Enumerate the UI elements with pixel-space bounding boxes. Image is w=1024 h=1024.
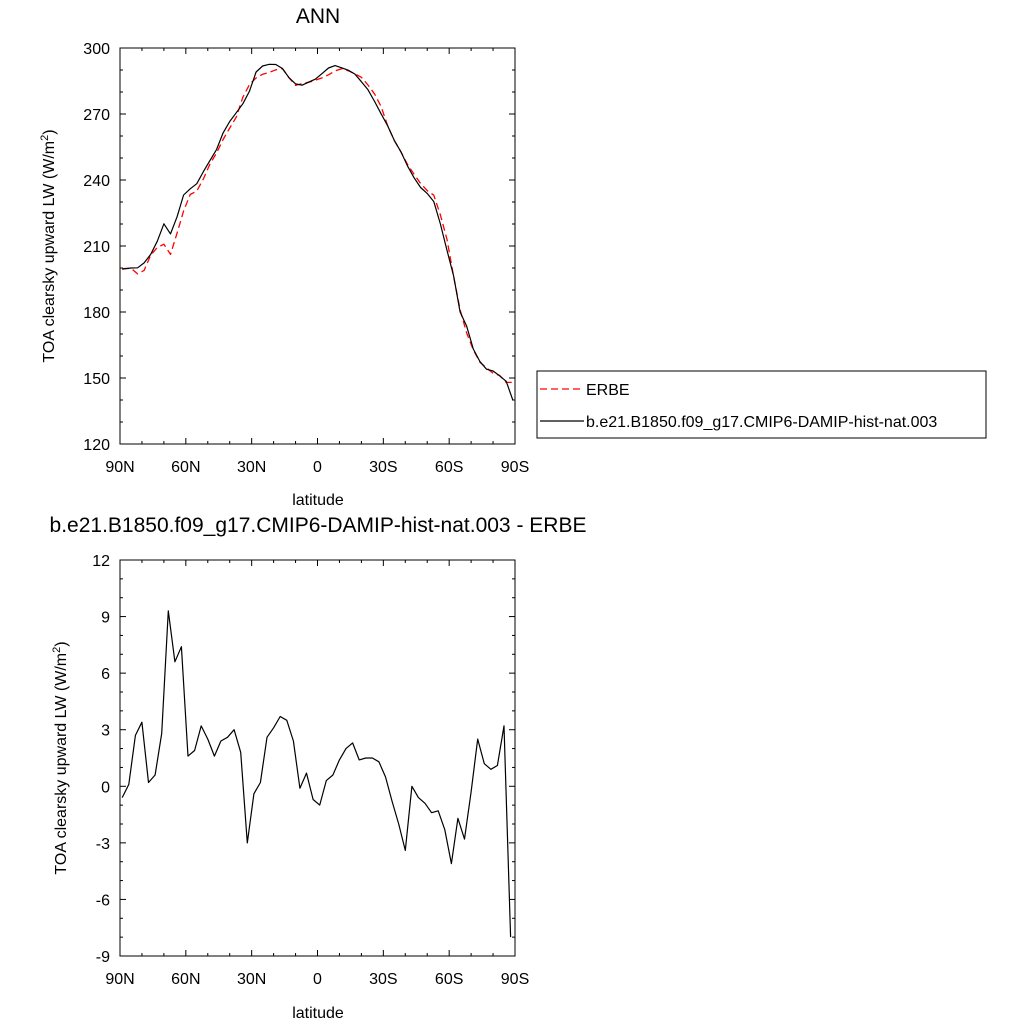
y-tick-label: 12 — [92, 553, 110, 570]
panel-bottom-x-axis-label: latitude — [292, 1005, 344, 1022]
y-tick-label: 3 — [101, 723, 110, 740]
x-tick-label: 60N — [171, 971, 200, 988]
panel-bottom-lines — [121, 610, 512, 938]
legend-label-erbe: ERBE — [586, 382, 630, 399]
y-tick-label: 300 — [83, 41, 110, 58]
x-tick-label: 90S — [501, 459, 529, 476]
panel-top-title: ANN — [296, 5, 340, 28]
panel-bottom-title: b.e21.B1850.f09_g17.CMIP6-DAMIP-hist-nat… — [50, 514, 587, 537]
panel-top: ANN 90N 60N 30N 0 30S 60S 90S 120 150 180 210 240 2… — [39, 5, 529, 509]
x-tick-label: 30N — [237, 459, 266, 476]
y-tick-label: 270 — [83, 107, 110, 124]
panel-top-x-tick-labels: 90N 60N 30N 0 30S 60S 90S — [105, 459, 529, 476]
panel-bottom: b.e21.B1850.f09_g17.CMIP6-DAMIP-hist-nat… — [50, 514, 587, 1022]
y-tick-label: 6 — [101, 666, 110, 683]
panel-top-lines — [122, 63, 514, 401]
panel-bottom-frame — [119, 559, 516, 957]
x-tick-label: 30S — [369, 459, 397, 476]
series-line-1 — [122, 67, 513, 384]
panel-bottom-y-axis-label-main: TOA clearsky upward LW (W/m — [53, 653, 70, 875]
panel-top-frame — [119, 47, 516, 445]
panel-top-y-axis-label: TOA clearsky upward LW (W/m2) — [39, 129, 58, 362]
x-tick-label: 90N — [105, 459, 134, 476]
panel-bottom-y-axis-label-sup: 2 — [51, 647, 63, 653]
panel-bottom-y-tick-labels: -9 -6 -3 0 3 6 9 12 — [92, 553, 110, 966]
panel-top-x-axis-label: latitude — [292, 492, 344, 509]
x-tick-label: 60S — [435, 971, 463, 988]
y-tick-label: 9 — [101, 610, 110, 627]
legend-label-model: b.e21.B1850.f09_g17.CMIP6-DAMIP-hist-nat… — [586, 414, 937, 431]
x-tick-label: 0 — [313, 459, 322, 476]
x-tick-label: 90S — [501, 971, 529, 988]
x-tick-label: 30S — [369, 971, 397, 988]
panel-bottom-y-axis-label: TOA clearsky upward LW (W/m2) — [51, 641, 70, 874]
y-tick-label: 150 — [83, 371, 110, 388]
panel-bottom-ticks — [119, 559, 516, 957]
x-tick-label: 0 — [313, 971, 322, 988]
panel-top-ticks — [119, 47, 516, 445]
y-tick-label: 180 — [83, 305, 110, 322]
panel-bottom-x-tick-labels: 90N 60N 30N 0 30S 60S 90S — [105, 971, 529, 988]
y-tick-label: 240 — [83, 173, 110, 190]
panel-top-y-axis-label-main: TOA clearsky upward LW (W/m — [41, 141, 58, 363]
panel-top-y-axis-label-sup: 2 — [39, 135, 51, 141]
panel-top-y-axis-label-tail: ) — [41, 129, 58, 134]
y-tick-label: 120 — [83, 437, 110, 454]
y-tick-label: -9 — [96, 949, 110, 966]
legend: ERBE b.e21.B1850.f09_g17.CMIP6-DAMIP-his… — [536, 370, 987, 439]
series-line-1 — [121, 610, 512, 938]
y-tick-label: 0 — [101, 779, 110, 796]
series-line-2 — [122, 63, 514, 401]
x-tick-label: 60N — [171, 459, 200, 476]
x-tick-label: 30N — [237, 971, 266, 988]
y-tick-label: -3 — [96, 836, 110, 853]
panel-bottom-y-axis-label-tail: ) — [53, 641, 70, 646]
y-tick-label: -6 — [96, 892, 110, 909]
x-tick-label: 90N — [105, 971, 134, 988]
x-tick-label: 60S — [435, 459, 463, 476]
panel-top-y-tick-labels: 120 150 180 210 240 270 300 — [83, 41, 110, 454]
y-tick-label: 210 — [83, 239, 110, 256]
legend-box — [536, 370, 987, 439]
